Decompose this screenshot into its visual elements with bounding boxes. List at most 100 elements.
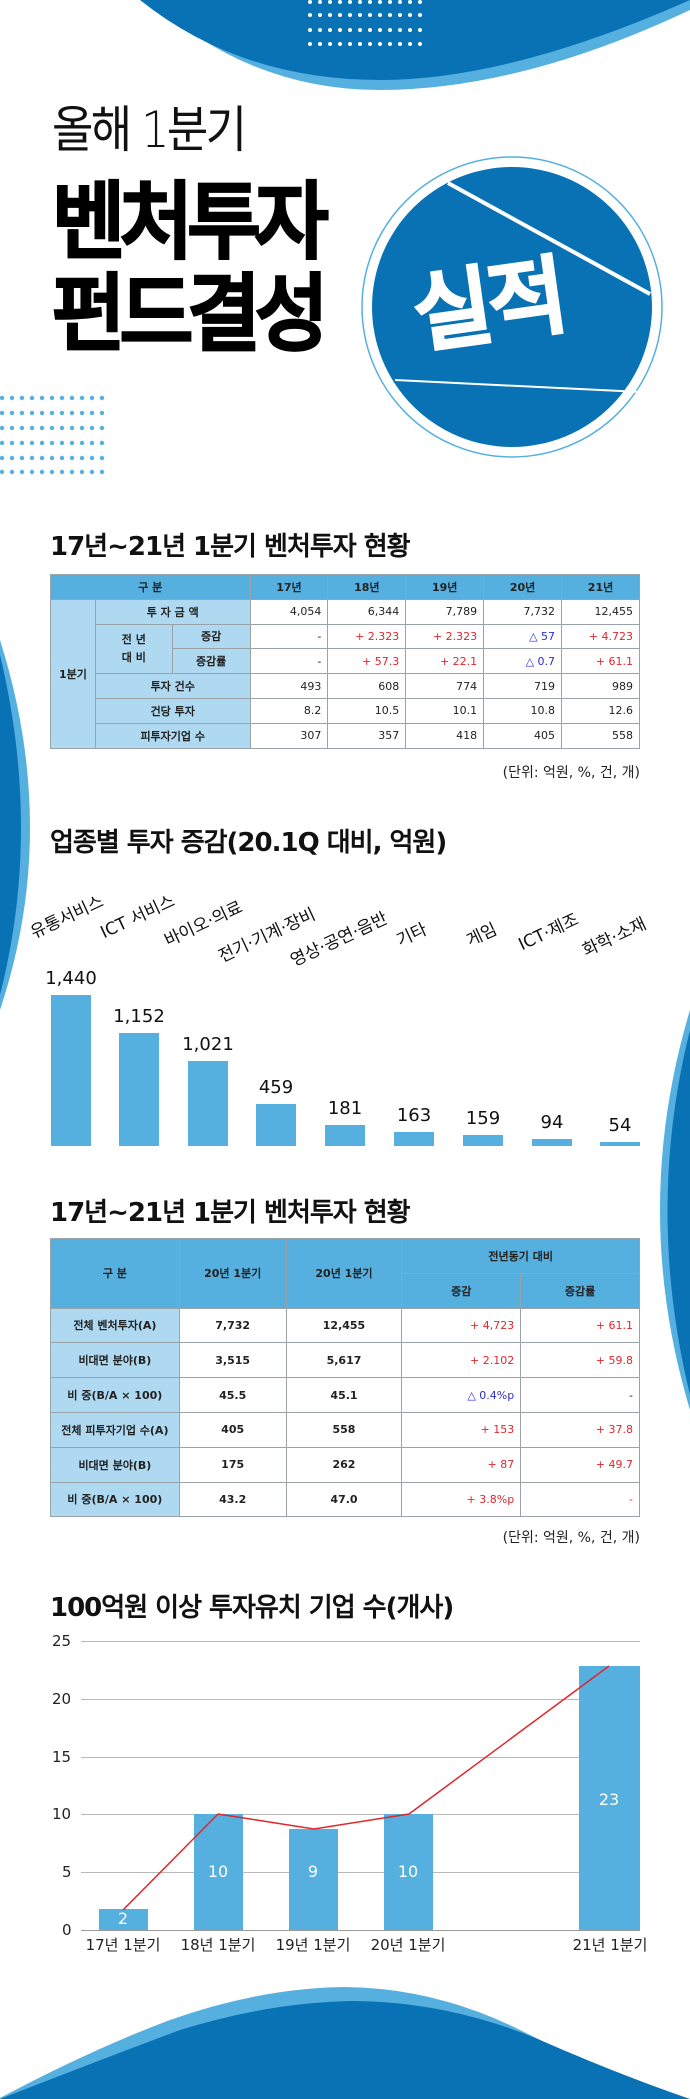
bar-value-label: 1,152 [113,1006,165,1027]
cell: - [249,623,329,650]
cell: 10.8 [483,697,563,724]
table2-subheader-row: 증감 증감률 [51,1272,640,1309]
row-label: 비 중(B/A × 100) [50,1481,180,1518]
category-label: ICT·제조 [515,909,582,955]
cell: 175 [178,1446,287,1483]
table1-title: 17년~21년 1분기 벤처투자 현황 [50,532,411,562]
row-label: 투자 건수 [94,673,251,699]
cell: 774 [405,673,485,699]
row-label: 투 자 금 액 [94,598,251,625]
bar-value-label: 9 [307,1862,319,1881]
category-label: 유통서비스 [27,891,107,943]
bar [600,1142,640,1146]
cell: + 61.1 [520,1307,640,1344]
bar-value-label: 1,440 [45,968,97,989]
cell: 12,455 [561,598,640,625]
cell: 10.5 [327,697,407,724]
bar [394,1132,434,1146]
right-crescent-light [660,1010,690,1410]
cell: 558 [561,722,640,749]
hero-title-line1: 벤처투자 [51,173,329,271]
table2-header-row: 구 분 20년 1분기 20년 1분기 전년동기 대비 [50,1238,640,1309]
cell: 43.2 [178,1481,287,1518]
cell: + 37.8 [520,1411,640,1448]
table-row: 비대면 분야(B) 3,515 5,617 + 2.102 + 59.8 [50,1342,640,1379]
row-label: 비대면 분야(B) [50,1342,180,1379]
table-row: 전 년 대 비 증감 - + 2.323 + 2.323 △ 57 + 4.72… [51,623,640,675]
x-category-label: 18년 1분기 [180,1936,256,1954]
yoy-label-line1: 전 년 [121,633,146,647]
chart2-title: 100억원 이상 투자유치 기업 수(개사) [50,1593,454,1623]
table1-header-row: 구 분 17년 18년 19년 20년 21년 [50,574,640,600]
table-row: 건당 투자 8.2 10.5 10.1 10.8 12.6 [51,697,640,724]
row-label: 증감 [171,623,251,650]
y-tick-label: 15 [52,1748,72,1766]
table2-header-sub1: 증감 [401,1272,522,1309]
cell: + 49.7 [520,1446,640,1483]
bar-value-label: 181 [327,1098,363,1119]
cell: 7,789 [405,598,485,625]
left-dots-pattern [0,395,105,475]
cell: 493 [249,673,329,699]
bar-value-label: 10 [207,1862,229,1881]
hero-title-line2: 펀드결성 [51,265,329,363]
yoy-label: 전 년 대 비 [94,623,173,675]
table-row: 비대면 분야(B) 175 262 + 87 + 49.7 [50,1446,640,1483]
cell: 357 [327,722,407,749]
cell: 405 [178,1411,287,1448]
bar-value-label: 54 [608,1115,632,1136]
badge-text: 실적 [406,245,571,367]
x-category-label: 21년 1분기 [572,1936,648,1954]
gridline [81,1757,640,1758]
cell: 3,515 [178,1342,287,1379]
category-label: 기타 [393,919,431,951]
gridline [81,1699,640,1700]
badge-slash-bottom [394,379,641,393]
bar [463,1135,503,1146]
cell: + 2.323 [327,623,407,650]
bar [119,1033,159,1146]
table1-header-year: 18년 [327,574,407,600]
table1-header-year: 21년 [561,574,640,600]
cell: + 87 [401,1446,522,1483]
row-label: 전체 피투자기업 수(A) [50,1411,180,1448]
bar [99,1909,148,1930]
row-label: 증감률 [171,648,251,675]
table2-unit-note: (단위: 억원, %, 건, 개) [502,1530,640,1546]
cell: 418 [405,722,485,749]
y-tick-label: 0 [62,1921,72,1939]
cell: 558 [285,1411,403,1448]
table2: 구 분 20년 1분기 20년 1분기 전년동기 대비 증감 증감률 전체 벤처… [50,1238,640,1518]
x-category-label: 20년 1분기 [370,1936,446,1954]
row-label: 비 중(B/A × 100) [50,1377,180,1413]
cell: 8.2 [249,697,329,724]
right-crescent-dark [667,1030,690,1395]
table2-title: 17년~21년 1분기 벤처투자 현황 [50,1198,411,1228]
bar-value-label: 23 [598,1790,620,1809]
x-category-label: 17년 1분기 [85,1936,161,1954]
chart1-title: 업종별 투자 증감(20.1Q 대비, 억원) [50,828,447,858]
cell: △ 0.7 [483,648,563,675]
table-row: 비 중(B/A × 100) 45.5 45.1 △ 0.4%p - [50,1377,640,1413]
bar [51,995,91,1146]
cell: 608 [327,673,407,699]
cell: 7,732 [483,598,563,625]
table2-header-col2: 20년 1분기 [285,1238,403,1309]
bar [188,1061,228,1146]
y-tick-label: 20 [52,1690,72,1708]
cell: 12,455 [285,1307,403,1344]
table-row: 전체 벤처투자(A) 7,732 12,455 + 4,723 + 61.1 [50,1307,640,1344]
cell: - [520,1377,640,1413]
left-crescent-dark [0,655,21,995]
gridline [81,1641,640,1642]
top-wave-dark [140,0,690,80]
table2-header-sub2: 증감률 [520,1272,640,1309]
bar-value-label: 2 [117,1909,129,1928]
bottom-wave-light [0,1987,690,2099]
cell: 719 [483,673,563,699]
cell: 10.1 [405,697,485,724]
table-row: 피투자기업 수 307 357 418 405 558 [51,722,640,749]
cell: + 2.323 [405,623,485,650]
cell: 405 [483,722,563,749]
table-row: 전체 피투자기업 수(A) 405 558 + 153 + 37.8 [50,1411,640,1448]
